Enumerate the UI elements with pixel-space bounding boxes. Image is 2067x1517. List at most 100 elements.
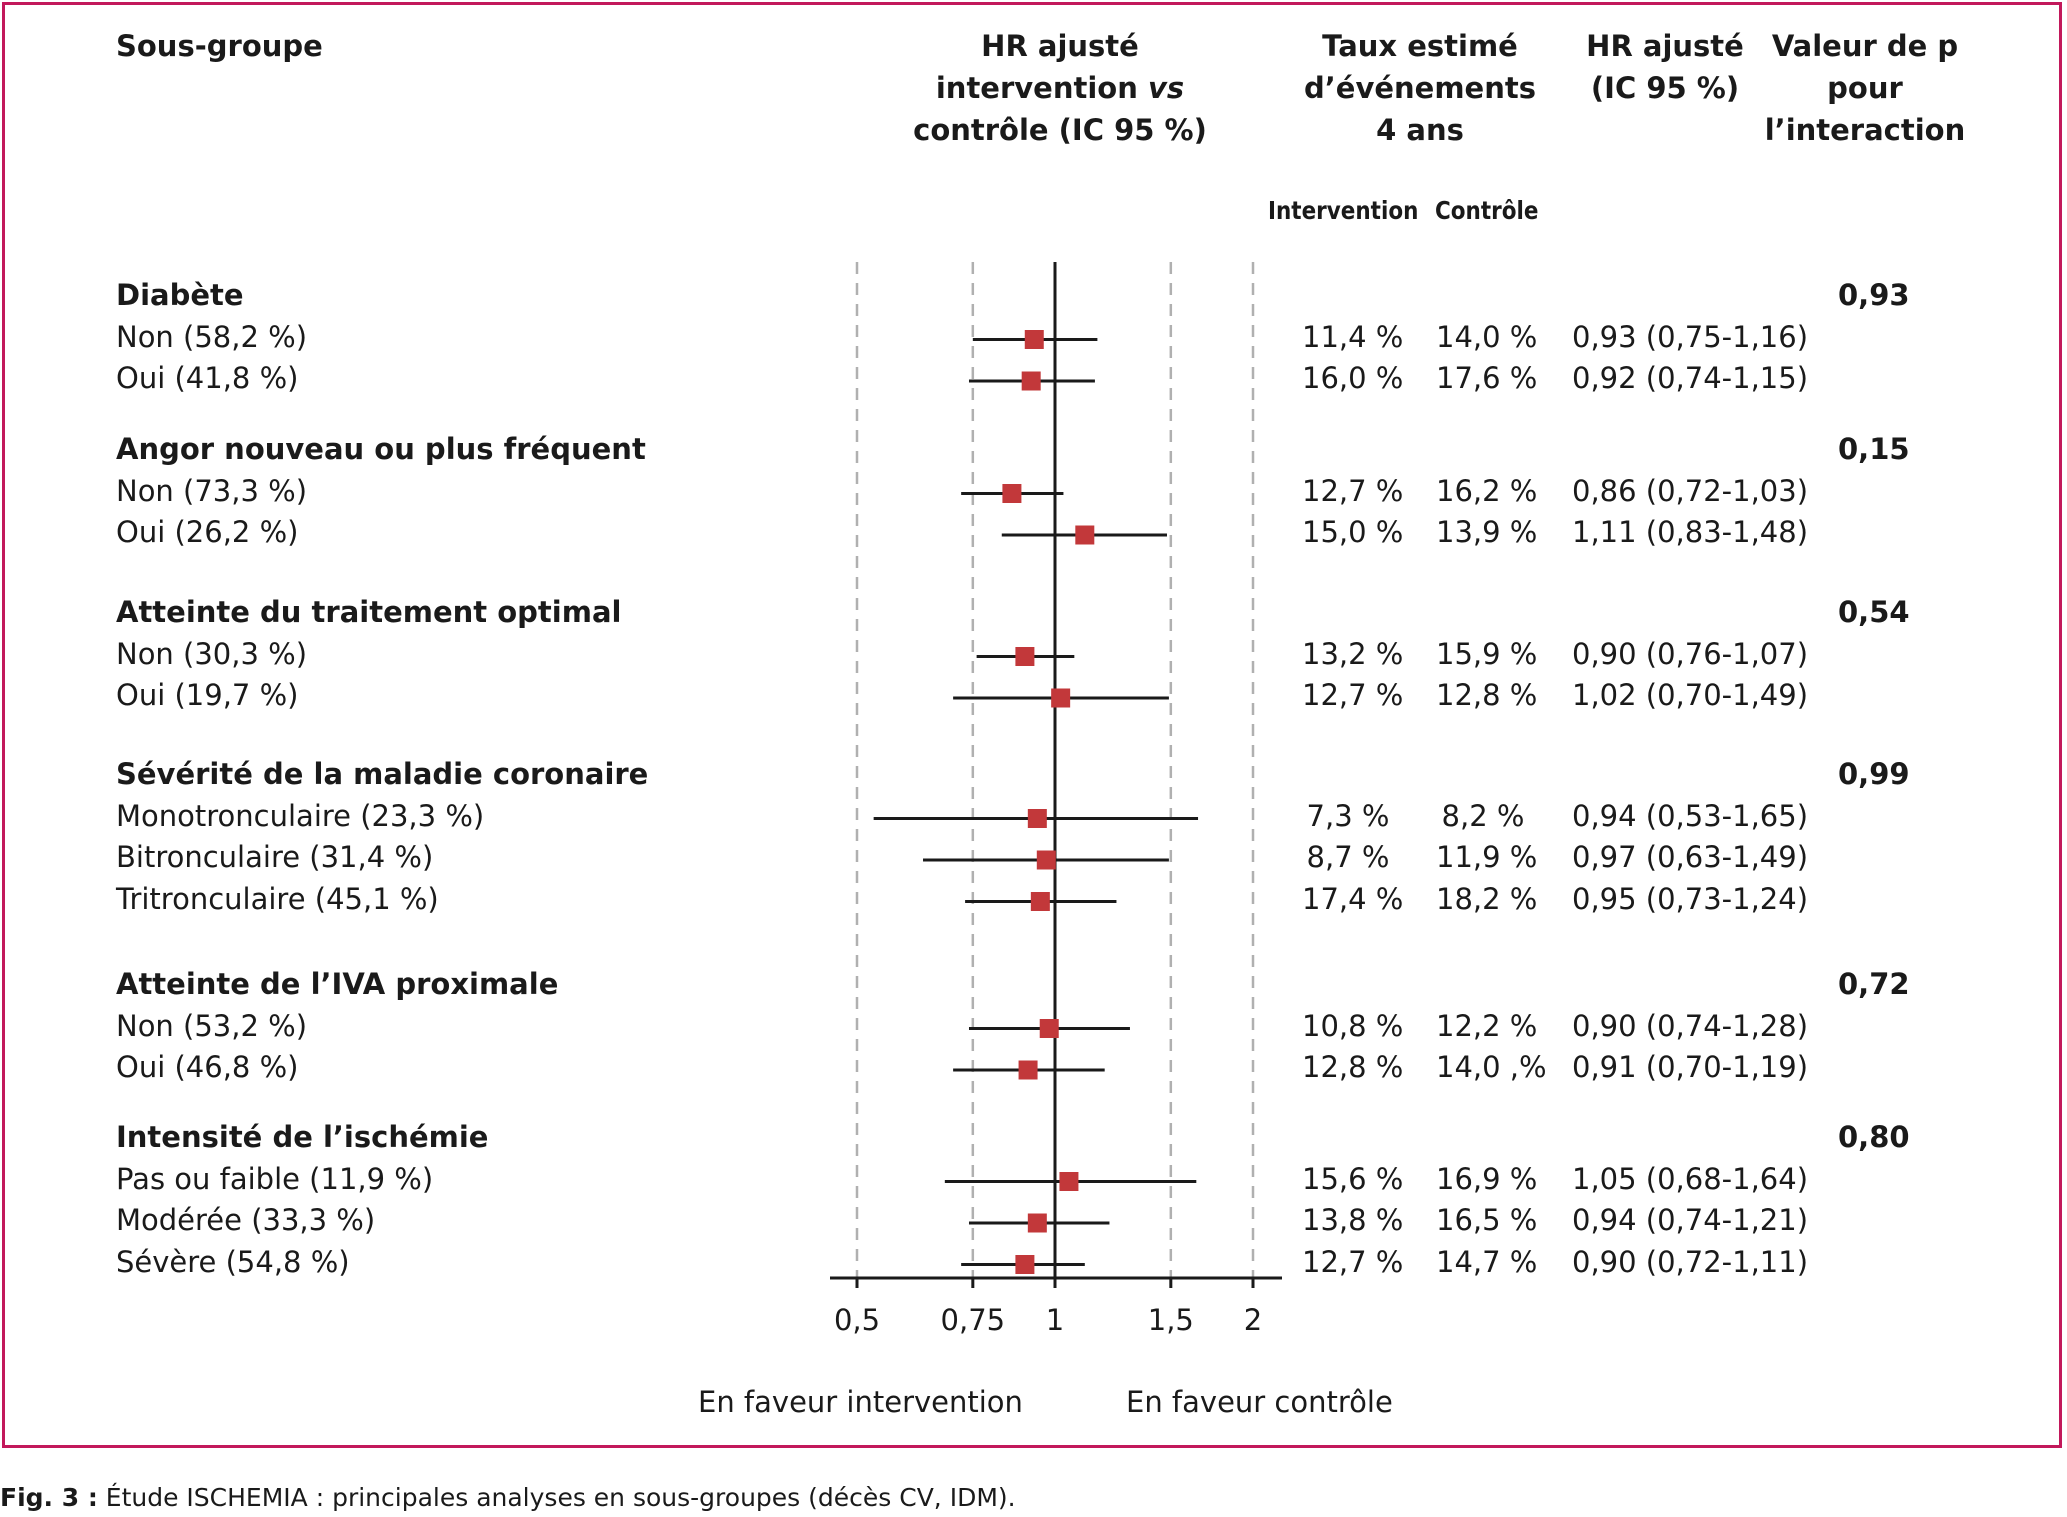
x-tick-label-1: 0,75 <box>941 1303 1006 1337</box>
subgroup-row-label: Oui (26,2 %) <box>116 515 299 549</box>
rate-control: 11,9 % <box>1436 840 1538 874</box>
header-rate: Taux estimé d’événements 4 ans <box>1290 25 1550 151</box>
group-label: Atteinte de l’IVA proximale <box>116 967 559 1001</box>
p-interaction-value: 0,99 <box>1838 757 1910 791</box>
header-subgroup: Sous-groupe <box>116 29 323 63</box>
hr-ci-text: 0,92 (0,74-1,15) <box>1572 361 1809 395</box>
header-p-line3: l’interaction <box>1764 113 1966 147</box>
x-tick-label-2: 1 <box>1046 1303 1064 1337</box>
hr-ci-text: 0,86 (0,72-1,03) <box>1572 473 1809 508</box>
hr-marker <box>1024 330 1044 349</box>
hr-ci-text: 1,11 (0,83-1,48) <box>1572 515 1809 549</box>
hr-marker <box>1059 1172 1079 1191</box>
subgroup-row-label: Sévère (54,8 %) <box>116 1244 350 1279</box>
rate-intervention: 15,0 % <box>1302 515 1404 549</box>
p-interaction-value: 0,72 <box>1838 967 1910 1001</box>
hr-marker <box>1018 1060 1038 1080</box>
hr-marker <box>1002 484 1022 503</box>
rate-control: 14,0 % <box>1436 319 1538 354</box>
p-interaction-value: 0,15 <box>1838 432 1910 466</box>
rate-control: 8,2 % <box>1441 798 1525 833</box>
header-hr-ci-line1: HR ajusté <box>1586 29 1744 63</box>
subheader-intervention: Intervention <box>1268 196 1419 225</box>
hr-ci-text: 0,94 (0,74-1,21) <box>1572 1203 1809 1237</box>
rate-intervention: 12,8 % <box>1302 1050 1404 1084</box>
figure-caption: Fig. 3 : Étude ISCHEMIA : principales an… <box>0 1483 1016 1512</box>
rate-control: 14,0 ,% <box>1436 1050 1547 1084</box>
rate-intervention: 13,8 % <box>1302 1203 1404 1237</box>
subgroup-row-label: Oui (46,8 %) <box>116 1050 299 1084</box>
figure-frame <box>2 2 2062 1448</box>
rate-control: 16,9 % <box>1436 1161 1538 1196</box>
subgroup-row-label: Tritronculaire (45,1 %) <box>116 881 439 916</box>
hr-ci-text: 0,93 (0,75-1,16) <box>1572 319 1809 354</box>
subgroup-row-label: Pas ou faible (11,9 %) <box>116 1161 434 1196</box>
subgroup-row-label: Non (53,2 %) <box>116 1008 308 1043</box>
rate-control: 12,8 % <box>1436 678 1538 712</box>
group-label: Atteinte du traitement optimal <box>116 595 622 629</box>
hr-ci-text: 0,90 (0,74-1,28) <box>1572 1008 1809 1043</box>
subgroup-row-label: Modérée (33,3 %) <box>116 1203 376 1237</box>
hr-marker <box>1027 809 1047 828</box>
hr-ci-text: 1,02 (0,70-1,49) <box>1572 678 1809 712</box>
rate-control: 12,2 % <box>1436 1008 1538 1043</box>
group-label: Diabète <box>116 278 244 312</box>
rate-control: 13,9 % <box>1436 515 1538 549</box>
hr-marker <box>1015 647 1035 666</box>
rate-intervention: 11,4 % <box>1302 319 1404 354</box>
header-rate-line3: 4 ans <box>1376 113 1464 147</box>
rate-control: 17,6 % <box>1436 361 1538 395</box>
rate-intervention: 17,4 % <box>1302 881 1404 916</box>
rate-control: 18,2 % <box>1436 881 1538 916</box>
subgroup-row-label: Non (30,3 %) <box>116 636 308 671</box>
hr-ci-text: 1,05 (0,68-1,64) <box>1572 1161 1809 1196</box>
header-rate-line2: d’événements <box>1304 71 1536 105</box>
group-label: Intensité de l’ischémie <box>116 1120 489 1154</box>
header-hr-forest-line3: contrôle (IC 95 %) <box>913 113 1207 147</box>
subgroup-row-label: Bitronculaire (31,4 %) <box>116 840 434 874</box>
hr-ci-text: 0,95 (0,73-1,24) <box>1572 881 1809 916</box>
subgroup-row-label: Non (73,3 %) <box>116 473 308 508</box>
hr-marker <box>1027 1213 1047 1233</box>
hr-ci-text: 0,90 (0,72-1,11) <box>1572 1244 1809 1279</box>
header-p-line1: Valeur de p <box>1771 29 1959 63</box>
p-interaction-value: 0,54 <box>1838 595 1910 629</box>
rate-intervention: 16,0 % <box>1302 361 1404 395</box>
rate-intervention: 7,3 % <box>1306 798 1390 833</box>
rate-intervention: 8,7 % <box>1306 840 1390 874</box>
p-interaction-value: 0,93 <box>1838 278 1910 312</box>
hr-marker <box>1030 892 1050 911</box>
rate-intervention: 12,7 % <box>1302 473 1404 508</box>
hr-ci-text: 0,94 (0,53-1,65) <box>1572 798 1809 833</box>
subgroup-row-label: Oui (19,7 %) <box>116 678 299 712</box>
header-hr-ci-line2: (IC 95 %) <box>1590 71 1740 105</box>
x-tick-label-3: 1,5 <box>1148 1303 1194 1337</box>
hr-marker <box>1075 525 1095 545</box>
rate-intervention: 12,7 % <box>1302 678 1404 712</box>
subheader-control: Contrôle <box>1435 196 1539 225</box>
rate-control: 16,2 % <box>1436 473 1538 508</box>
header-hr-forest-line2: intervention vs <box>935 71 1185 105</box>
header-rate-line1: Taux estimé <box>1322 29 1518 63</box>
group-label: Sévérité de la maladie coronaire <box>116 757 649 791</box>
header-p-interaction: Valeur de p pour l’interaction <box>1760 25 1970 151</box>
rate-intervention: 15,6 % <box>1302 1161 1404 1196</box>
hr-ci-text: 0,91 (0,70-1,19) <box>1572 1050 1809 1084</box>
rate-control: 16,5 % <box>1436 1203 1538 1237</box>
rate-control: 15,9 % <box>1436 636 1538 671</box>
header-hr-forest-line1: HR ajusté <box>981 29 1139 63</box>
subgroup-row-label: Monotronculaire (23,3 %) <box>116 798 485 833</box>
rate-intervention: 13,2 % <box>1302 636 1404 671</box>
header-hr-forest: HR ajusté intervention vs contrôle (IC 9… <box>900 25 1220 151</box>
subgroup-row-label: Oui (41,8 %) <box>116 361 299 395</box>
hr-marker <box>1051 688 1071 708</box>
favor-intervention-label: En faveur intervention <box>698 1385 1023 1419</box>
subgroup-row-label: Non (58,2 %) <box>116 319 308 354</box>
group-label: Angor nouveau ou plus fréquent <box>116 432 646 466</box>
hr-marker <box>1021 371 1041 391</box>
header-p-line2: pour <box>1827 71 1903 105</box>
rate-intervention: 10,8 % <box>1302 1008 1404 1043</box>
rate-control: 14,7 % <box>1436 1244 1538 1279</box>
hr-ci-text: 0,90 (0,76-1,07) <box>1572 636 1809 671</box>
